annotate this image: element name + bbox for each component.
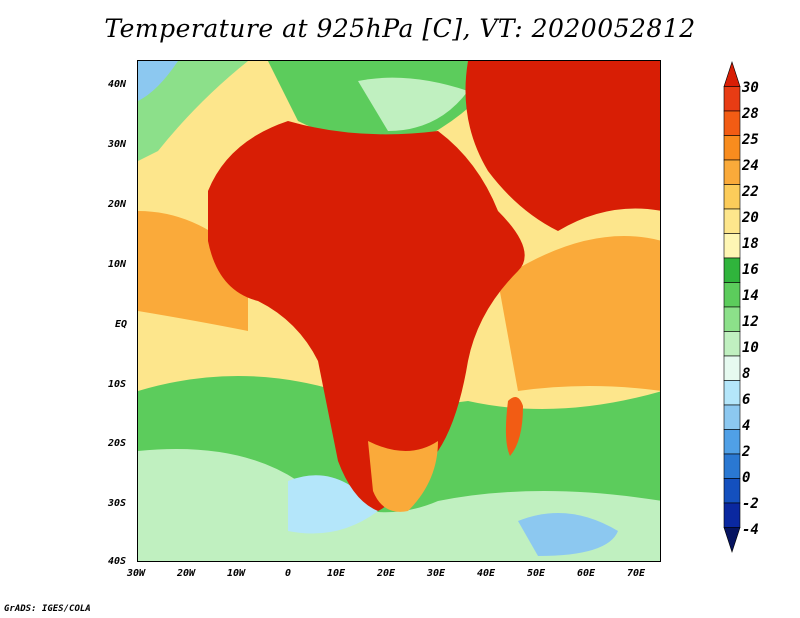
cbar-label-0: 0	[742, 470, 751, 486]
madagascar	[505, 397, 523, 456]
lon-label-10e: 10E	[327, 568, 346, 579]
cbar-label-10: 10	[742, 340, 759, 356]
south-cold-pool-2	[518, 513, 618, 556]
north-atlantic-cold	[138, 61, 178, 101]
colorbar-segment	[723, 86, 741, 112]
lat-label-40n: 40N	[108, 79, 127, 90]
south-africa-mild	[368, 441, 438, 512]
lon-label-10w: 10W	[227, 568, 246, 579]
lon-label-40e: 40E	[477, 568, 496, 579]
lon-label-60e: 60E	[577, 568, 596, 579]
colorbar-segment	[723, 184, 741, 210]
map-title: Temperature at 925hPa [C], VT: 202005281…	[104, 14, 696, 43]
cbar-label-20: 20	[742, 210, 759, 226]
lon-label-20e: 20E	[377, 568, 396, 579]
colorbar-segment	[723, 331, 741, 357]
credit-text: GrADS: IGES/COLA	[4, 604, 91, 614]
cbar-label-18: 18	[742, 236, 759, 252]
colorbar-segment	[723, 233, 741, 259]
mediterranean-cold	[358, 77, 468, 131]
cbar-label-16: 16	[742, 262, 759, 278]
lat-label-30n: 30N	[108, 139, 127, 150]
lat-label-eq: EQ	[115, 319, 128, 330]
lon-label-0: 0	[285, 568, 292, 579]
lat-label-40s: 40S	[108, 556, 127, 567]
temperature-map	[137, 60, 661, 562]
indian-warm	[498, 236, 660, 391]
lon-label-20w: 20W	[177, 568, 196, 579]
colorbar-segment	[723, 208, 741, 234]
colorbar-segment	[723, 380, 741, 406]
lat-label-20n: 20N	[108, 199, 127, 210]
colorbar-segment	[723, 257, 741, 283]
cbar-label-14: 14	[742, 288, 759, 304]
lat-label-10s: 10S	[108, 379, 127, 390]
cbar-label-24: 24	[742, 158, 759, 174]
cbar-label-30: 30	[742, 80, 759, 96]
arabia-hot	[465, 61, 660, 231]
lat-label-30s: 30S	[108, 498, 127, 509]
colorbar-segment	[723, 159, 741, 185]
colorbar	[723, 61, 741, 553]
colorbar-segment	[723, 453, 741, 479]
colorbar-segment	[723, 404, 741, 430]
colorbar-segment	[723, 306, 741, 332]
colorbar-segment	[723, 502, 741, 528]
cbar-label-8: 8	[742, 366, 751, 382]
colorbar-segment	[723, 110, 741, 136]
colorbar-segment	[723, 61, 741, 87]
colorbar-segment	[723, 478, 741, 504]
lon-label-50e: 50E	[527, 568, 546, 579]
cbar-label-neg4: -4	[742, 522, 759, 538]
lon-label-70e: 70E	[627, 568, 646, 579]
colorbar-segment	[723, 135, 741, 161]
lon-label-30w: 30W	[127, 568, 146, 579]
cbar-label-25: 25	[742, 132, 759, 148]
map-canvas	[138, 61, 660, 561]
cbar-label-12: 12	[742, 314, 759, 330]
cbar-label-22: 22	[742, 184, 759, 200]
cbar-label-neg2: -2	[742, 496, 759, 512]
cbar-label-28: 28	[742, 106, 759, 122]
colorbar-segment	[723, 429, 741, 455]
lat-label-10n: 10N	[108, 259, 127, 270]
colorbar-segment	[723, 355, 741, 381]
north-atlantic-cool	[138, 61, 248, 161]
lat-label-20s: 20S	[108, 438, 127, 449]
colorbar-segment	[723, 282, 741, 308]
cbar-label-4: 4	[742, 418, 751, 434]
lon-label-30e: 30E	[427, 568, 446, 579]
cbar-label-2: 2	[742, 444, 751, 460]
colorbar-segment	[723, 527, 741, 553]
cbar-label-6: 6	[742, 392, 751, 408]
africa-hot	[208, 121, 525, 511]
